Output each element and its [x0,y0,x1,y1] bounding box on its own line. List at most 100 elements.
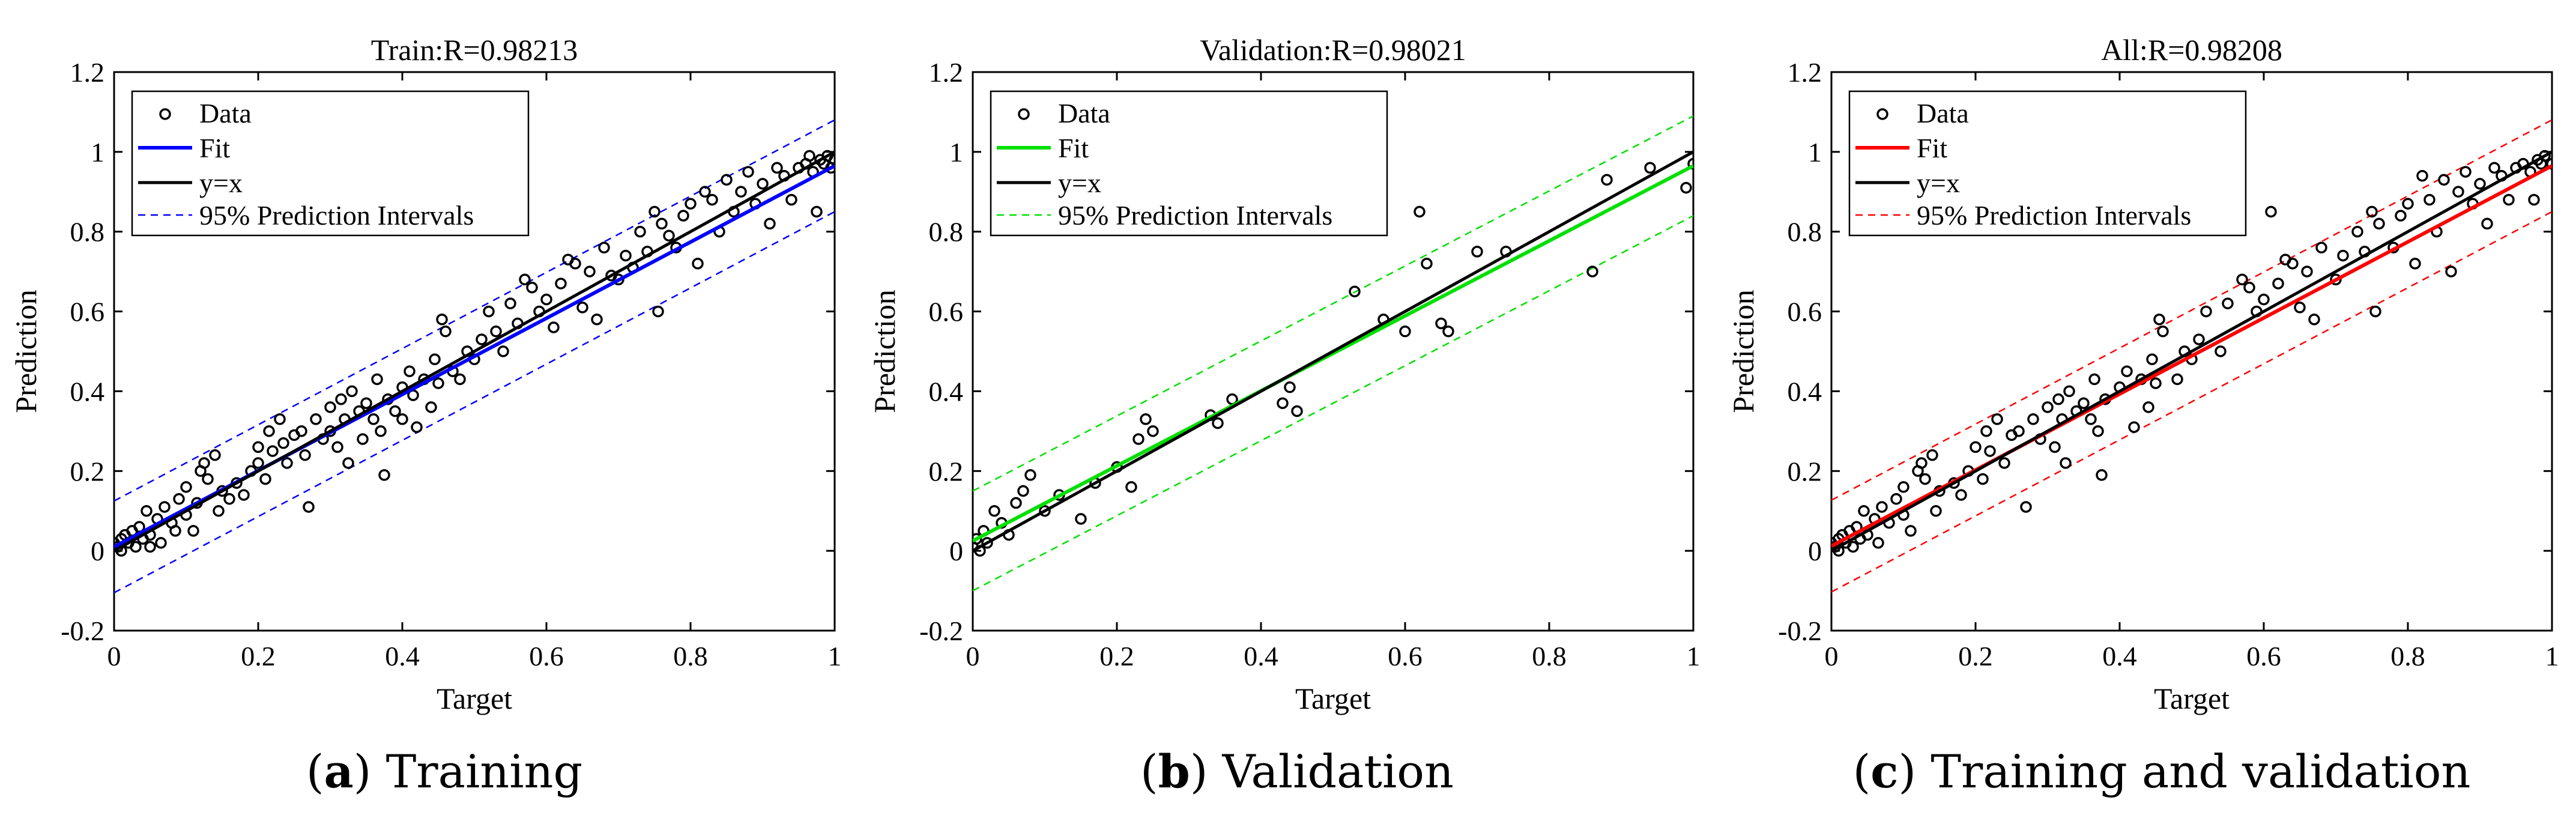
data-point [1442,326,1454,338]
data-point [584,265,596,277]
plot-frame [113,71,836,632]
y-tick-label: 0.4 [70,376,105,407]
data-point [656,217,668,230]
legend-label: Fit [1917,133,1947,163]
legend-label: Data [1917,98,1969,129]
data-point [1421,258,1433,270]
y-axis-label: Prediction [868,289,901,413]
x-tick-label: 1 [2545,641,2559,671]
data-point [2423,193,2435,206]
data-point [198,457,210,469]
identity-line [114,150,835,553]
data-point [159,501,171,513]
caption-b: (b) Validation [1140,745,1454,798]
data-point [277,437,289,449]
data-point [1984,445,1996,457]
data-point [1140,413,1152,425]
x-tick-label: 1 [828,641,842,671]
data-point [180,481,192,493]
x-tick-label: 0.2 [1958,641,1993,671]
data-point [1876,501,1888,513]
data-point [663,229,675,242]
data-point [2308,314,2320,326]
data-point [2013,425,2025,437]
data-point [2088,373,2100,386]
data-point [404,365,416,377]
y-tick-label: 1.2 [70,57,105,88]
data-point [1980,425,1992,437]
data-point [1897,481,1909,493]
data-point [267,445,279,457]
data-point [2330,273,2342,286]
data-point [238,489,250,501]
data-point [2150,377,2162,389]
data-point [310,413,322,425]
data-point [504,297,516,310]
legend-label: Data [199,98,252,129]
data-point [2265,205,2277,218]
data-point [274,413,286,425]
data-point [771,162,783,174]
data-point [1915,457,1927,469]
data-point [2222,297,2234,310]
data-point [2092,425,2104,437]
data-point [209,449,221,461]
data-point [1024,469,1036,481]
x-tick-label: 0.4 [385,641,420,671]
fit-line [973,164,1693,543]
data-point [2042,401,2054,413]
data-point [2200,305,2212,318]
data-point [526,281,538,294]
data-point [303,501,315,513]
data-point [757,178,769,190]
data-point [252,441,264,453]
x-tick-label: 0.4 [2102,641,2137,671]
legend-label: 95% Prediction Intervals [199,200,474,231]
y-tick-label: 0 [91,536,104,566]
data-point [436,314,448,326]
data-point [2236,273,2248,286]
chart-title: Validation:R=0.98021 [1200,33,1466,67]
upper-interval-line [1831,119,2552,501]
x-tick-label: 0.6 [1388,641,1423,671]
y-tick-label: 1.2 [1788,57,1822,88]
data-point [2488,162,2500,174]
data-point [1955,489,1967,501]
plot-area [1831,119,2552,593]
data-point [1471,246,1483,258]
data-point [2287,258,2299,270]
data-point [2157,326,2169,338]
legend-marker-data [159,108,171,120]
plot-frame [1830,71,2553,632]
y-tick-label: 0.8 [70,217,105,247]
lower-interval-line [114,211,835,593]
data-point [1601,174,1613,186]
data-point [1991,413,2003,425]
data-point [2193,333,2205,345]
data-point [1890,493,1902,505]
data-point [803,150,815,162]
data-point [1039,504,1051,517]
data-point [548,321,560,333]
x-tick-label: 0.6 [2246,641,2281,671]
y-tick-label: -0.2 [1778,616,1822,646]
data-point [497,345,509,357]
data-point [1680,181,1692,194]
data-point [620,249,632,262]
data-point [1926,449,1938,461]
y-tick-label: 0.2 [70,456,105,486]
data-point [2027,413,2039,425]
data-point [764,217,776,230]
data-point [360,397,372,410]
y-tick-label: 0.2 [1788,456,1822,486]
data-point [1998,457,2010,469]
y-tick-label: -0.2 [919,616,963,646]
data-point [2142,401,2154,413]
x-tick-label: 0.8 [673,641,708,671]
data-point [295,425,307,437]
data-point [1586,265,1598,277]
data-point [652,305,664,318]
data-point [155,537,167,549]
data-point [299,449,311,461]
data-point [396,413,408,425]
